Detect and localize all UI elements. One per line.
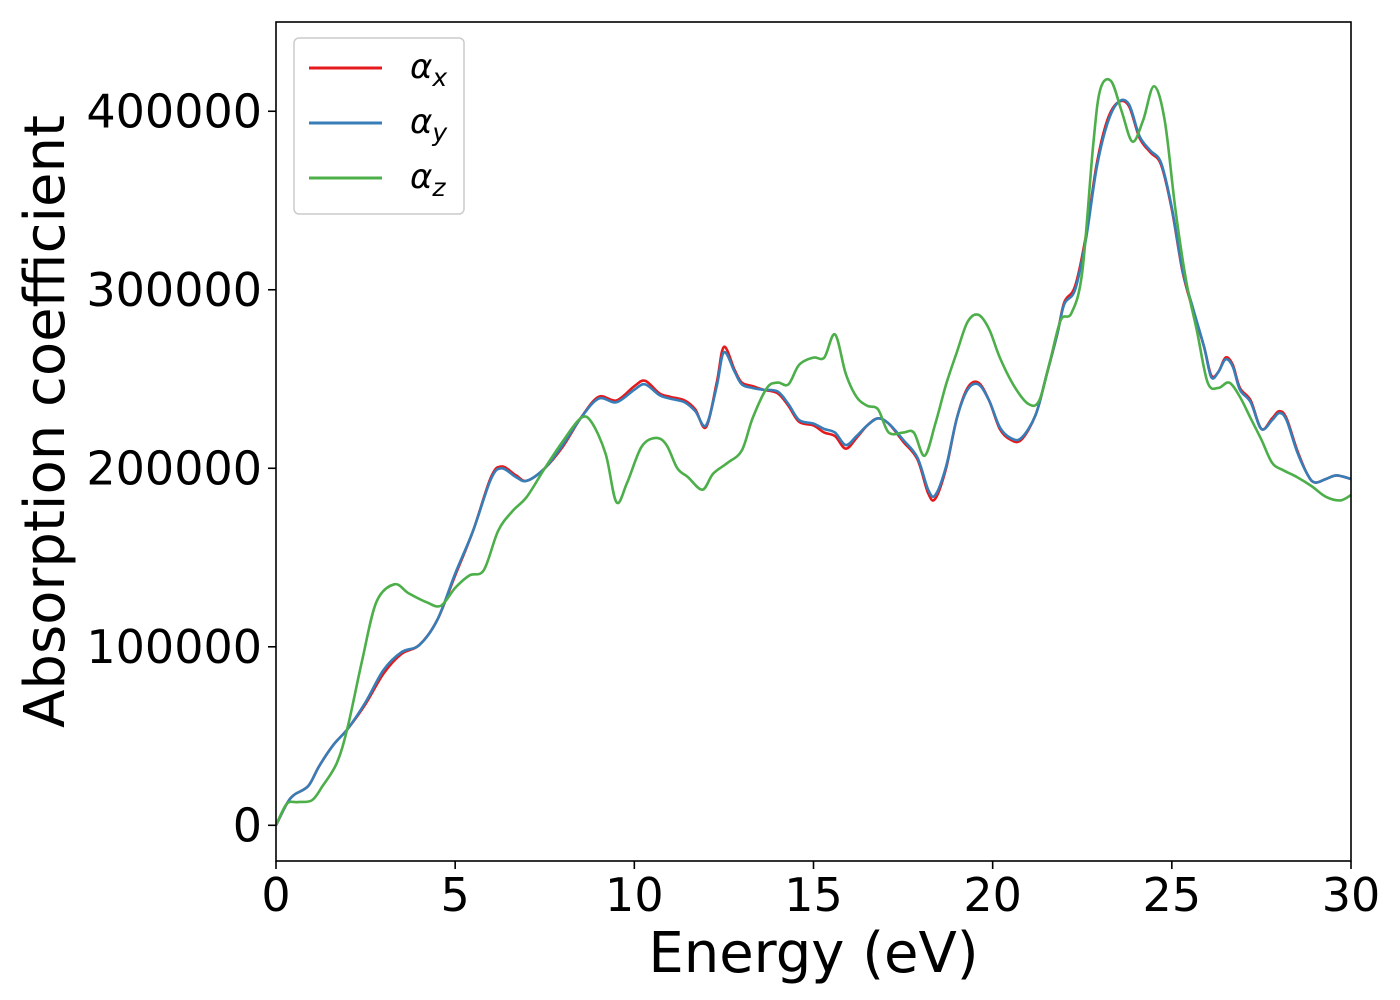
legend-box: [293, 37, 465, 215]
x-tick-label: 15: [784, 868, 843, 922]
y-tick-label: 100000: [86, 620, 262, 674]
x-tick-label: 30: [1322, 868, 1381, 922]
y-tick-label: 0: [233, 798, 262, 852]
series-line-alpha-z: [276, 77, 1351, 826]
y-tick-label: 400000: [86, 84, 262, 138]
ticks-layer: 0 5 10 15 20 25 30 0 100000 200000 300000 400000: [86, 84, 1380, 922]
y-tick-label: 200000: [86, 441, 262, 495]
legend: αx αy αz: [293, 37, 465, 215]
series-layer: [276, 77, 1351, 826]
x-tick-label: 0: [261, 868, 290, 922]
legend-label-alpha-z: αz: [410, 157, 446, 202]
legend-label-alpha-y: αy: [410, 102, 448, 147]
legend-label-alpha-x: αx: [410, 47, 447, 92]
y-tick-label: 300000: [86, 263, 262, 317]
x-axis-title: Energy (eV): [648, 921, 978, 986]
y-axis-title: Absorption coefficient: [13, 115, 78, 728]
x-tick-label: 5: [441, 868, 470, 922]
x-tick-label: 10: [605, 868, 664, 922]
x-tick-label: 25: [1143, 868, 1202, 922]
x-tick-label: 20: [963, 868, 1022, 922]
